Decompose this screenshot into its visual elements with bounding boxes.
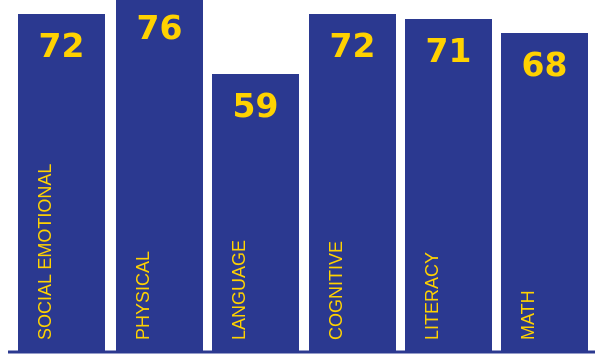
bar-category-label: MATH	[518, 290, 538, 340]
bar-category-label: LANGUAGE	[229, 240, 249, 340]
bar-value-label: 72	[39, 26, 85, 65]
bar-value-label: 76	[137, 8, 183, 47]
bar-literacy	[405, 19, 492, 351]
bar-value-label: 59	[233, 86, 279, 125]
bar-value-label: 71	[426, 31, 472, 70]
bar-category-label: SOCIAL EMOTIONAL	[35, 164, 55, 340]
bar-cognitive	[309, 14, 396, 351]
bar-value-label: 72	[330, 26, 376, 65]
bar-physical	[116, 0, 203, 351]
bars-group: 72 SOCIAL EMOTIONAL 76 PHYSICAL 59 LANGUAGE 72…	[18, 0, 588, 351]
bar-language	[212, 74, 299, 351]
bar-value-label: 68	[522, 45, 568, 84]
bar-category-label: COGNITIVE	[326, 241, 346, 340]
bar-category-label: LITERACY	[422, 252, 442, 340]
bar-math	[501, 33, 588, 351]
bar-social-emotional	[18, 14, 105, 351]
bar-category-label: PHYSICAL	[133, 251, 153, 340]
